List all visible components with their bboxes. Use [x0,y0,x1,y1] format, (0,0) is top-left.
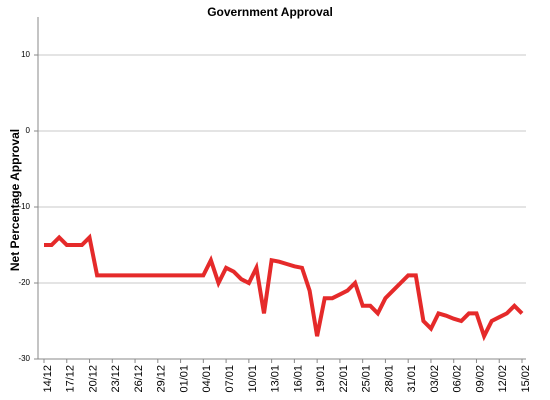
x-tick-label: 19/01 [315,365,327,393]
x-tick-label: 20/12 [87,365,99,393]
x-tick-label: 10/01 [247,365,259,393]
x-tick-label: 07/01 [224,365,236,393]
x-tick-label: 22/01 [338,365,350,393]
x-tick-label: 01/01 [178,365,190,393]
x-tick-label: 03/02 [429,365,441,393]
x-tick-label: 04/01 [201,365,213,393]
y-axis-label: Net Percentage Approval [8,129,22,271]
chart-title: Government Approval [207,5,333,19]
y-tick-label: -10 [18,202,30,211]
x-tick-label: 09/02 [474,365,486,393]
x-tick-label: 23/12 [110,365,122,393]
x-tick-label: 25/01 [361,365,373,393]
x-tick-label: 29/12 [156,365,168,393]
x-tick-label: 17/12 [65,365,77,393]
data-line [44,233,524,342]
y-tick-label: 10 [21,50,30,59]
x-tick-label: 26/12 [133,365,145,393]
y-tick-label: -20 [18,278,30,287]
y-tick-label: 0 [26,126,31,135]
x-tick-label: 16/01 [292,365,304,393]
x-tick-label: 06/02 [452,365,464,393]
x-tick-label: 14/12 [42,365,54,393]
x-tick-label: 15/02 [520,365,532,393]
x-tick-label: 12/02 [497,365,509,393]
x-tick-label: 13/01 [270,365,282,393]
y-tick-label: -30 [18,354,30,363]
x-tick-label: 28/01 [383,365,395,393]
x-tick-label: 31/01 [406,365,418,393]
